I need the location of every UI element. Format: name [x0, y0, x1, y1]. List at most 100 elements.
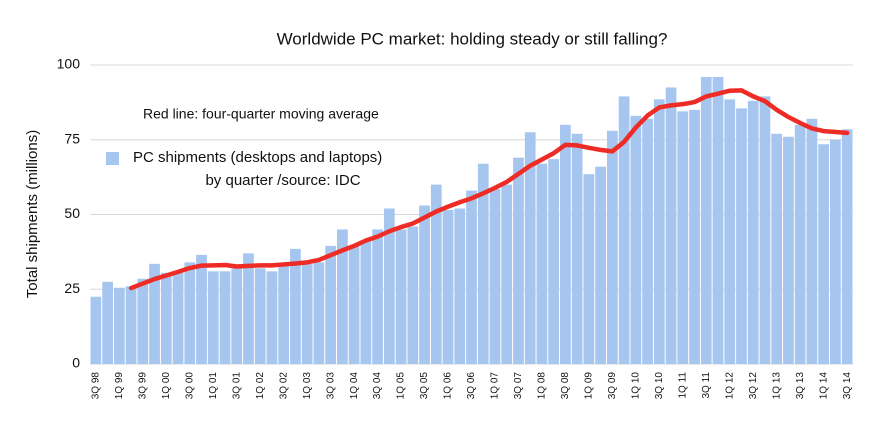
x-tick-label: 1Q 05: [396, 372, 407, 400]
bar: [794, 124, 806, 364]
x-tick-label: 1Q 08: [537, 372, 548, 400]
bar: [219, 271, 231, 364]
bar: [783, 136, 794, 364]
bar: [430, 184, 442, 364]
bar: [196, 254, 207, 364]
bar: [653, 99, 665, 364]
bar: [266, 271, 278, 364]
y-tick-label: 50: [64, 205, 80, 221]
x-tick-label: 1Q 09: [584, 372, 595, 400]
x-tick-label: 3Q 05: [419, 372, 430, 400]
bar: [513, 157, 524, 364]
bar: [489, 189, 501, 364]
bar: [125, 286, 137, 364]
bar: [407, 226, 419, 364]
bar: [395, 229, 407, 364]
x-tick-label: 3Q 09: [607, 372, 618, 400]
chart-title: Worldwide PC market: holding steady or s…: [277, 29, 668, 48]
x-tick-label: 3Q 07: [513, 372, 524, 400]
bar: [149, 263, 160, 364]
y-tick-label: 100: [57, 56, 81, 72]
bar: [207, 271, 219, 364]
bar: [383, 208, 395, 364]
bar: [630, 115, 642, 364]
x-tick-label: 3Q 04: [372, 372, 383, 400]
x-tick-label: 3Q 06: [466, 372, 477, 400]
bar: [724, 99, 736, 364]
bar: [90, 296, 102, 364]
bar: [231, 268, 243, 364]
bar: [665, 87, 677, 365]
x-tick-label: 1Q 04: [349, 372, 360, 400]
bar: [419, 205, 430, 364]
bar: [137, 278, 149, 364]
y-tick-label: 25: [64, 280, 80, 296]
bar: [595, 166, 606, 364]
bar: [560, 124, 571, 364]
annotation: Red line: four-quarter moving average: [143, 106, 379, 122]
bar: [102, 281, 113, 364]
bar: [642, 118, 653, 364]
bar: [736, 108, 747, 364]
bar: [442, 210, 454, 364]
bar: [325, 245, 337, 364]
bar: [477, 163, 489, 364]
bar: [830, 139, 841, 364]
moving-average-line: [128, 88, 850, 291]
bar: [454, 208, 466, 364]
x-tick-label: 3Q 03: [325, 372, 336, 400]
x-tick-label: 1Q 10: [630, 372, 641, 400]
y-axis-label: Total shipments (millions): [24, 130, 41, 298]
x-tick-label: 1Q 00: [161, 372, 172, 400]
x-tick-label: 3Q 10: [654, 372, 665, 400]
x-tick-label: 3Q 08: [560, 372, 571, 400]
bar: [466, 190, 477, 364]
x-tick-label: 3Q 02: [278, 372, 289, 400]
bar: [759, 96, 771, 365]
legend-note: by quarter /source: IDC: [205, 172, 360, 189]
bar: [313, 262, 325, 364]
bar: [712, 76, 724, 365]
x-tick-label: 3Q 11: [701, 372, 712, 399]
bar: [524, 132, 536, 364]
bar: [677, 111, 689, 364]
bar: [536, 163, 548, 364]
legend-label: PC shipments (desktops and laptops): [133, 149, 382, 166]
x-tick-label: 1Q 11: [677, 372, 688, 399]
x-tick-label: 1Q 14: [818, 372, 829, 400]
bar: [184, 262, 196, 364]
bar: [747, 100, 759, 364]
bar: [618, 96, 630, 365]
bar: [360, 241, 372, 364]
x-tick-label: 1Q 07: [490, 372, 501, 400]
bar: [771, 133, 783, 364]
x-tick-label: 3Q 00: [184, 372, 195, 400]
bar: [841, 129, 853, 364]
bar: [278, 265, 290, 364]
bar: [160, 272, 172, 364]
bar: [583, 174, 595, 364]
bar: [337, 229, 348, 364]
bar: [301, 263, 313, 364]
bar: [501, 184, 513, 364]
bar: [113, 287, 125, 364]
x-tick-label: 3Q 01: [231, 372, 242, 400]
x-tick-label: 3Q 14: [842, 372, 853, 400]
y-tick-label: 75: [64, 130, 80, 146]
bar: [606, 130, 618, 364]
legend-swatch: [106, 152, 119, 165]
x-tick-label: 1Q 13: [771, 372, 782, 400]
x-tick-label: 1Q 06: [443, 372, 454, 400]
bar: [548, 159, 560, 364]
y-tick-label: 0: [72, 355, 80, 371]
bar: [290, 248, 301, 364]
x-tick-label: 1Q 02: [255, 372, 266, 400]
x-tick-label: 1Q 99: [114, 372, 125, 400]
x-tick-label: 1Q 01: [208, 372, 219, 400]
bar: [806, 118, 818, 364]
bar: [254, 268, 266, 364]
x-tick-label: 3Q 99: [137, 372, 148, 400]
x-tick-label: 3Q 13: [795, 372, 806, 400]
bar: [571, 133, 583, 364]
